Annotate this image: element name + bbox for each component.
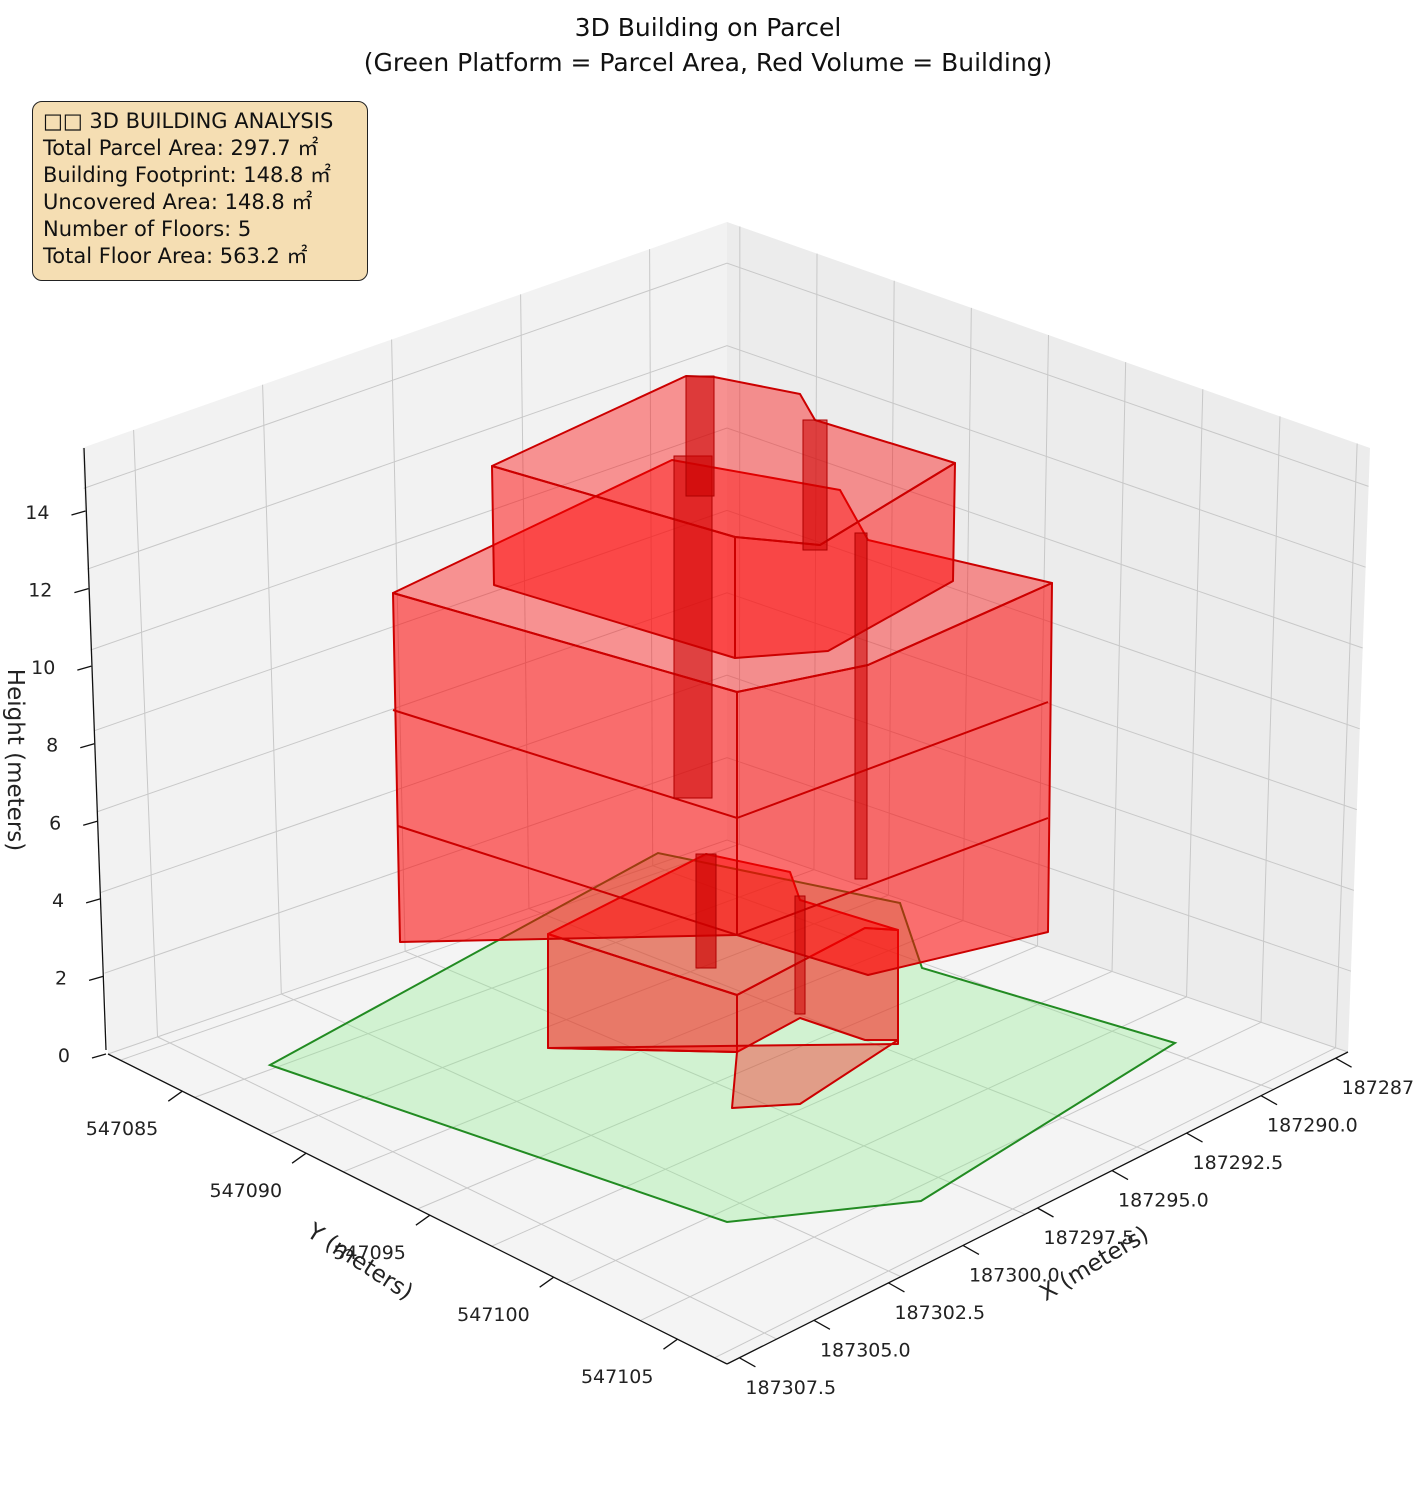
floor-division-line [392, 701, 1049, 820]
y-grid-floor-line [404, 950, 1026, 1215]
x-tick [1111, 1169, 1129, 1181]
y-grid-floor-line [281, 993, 902, 1278]
floor-division-line [397, 817, 1049, 937]
y-grid-wall-line [262, 384, 282, 995]
info-uncovered-area: Uncovered Area: 148.8 ㎡ [43, 190, 313, 214]
chart-title: 3D Building on Parcel [575, 13, 842, 42]
z-grid-line [83, 262, 1369, 489]
y-tick-label: 547100 [457, 1304, 530, 1326]
x-tick [1186, 1132, 1203, 1143]
column-strip-left [673, 455, 713, 799]
x-tick [739, 1357, 756, 1368]
analysis-info-box: □□ 3D BUILDING ANALYSIS Total Parcel Are… [32, 101, 368, 281]
floor-pane [108, 840, 1348, 1364]
z-tick [74, 587, 89, 594]
x-tick-label: 187290.0 [1267, 1115, 1358, 1137]
x-tick [1260, 1095, 1278, 1106]
y-tick-label: 547105 [581, 1366, 654, 1388]
x-tick-label: 187295.0 [1118, 1190, 1209, 1212]
y-tick-label: 547085 [86, 1118, 159, 1140]
x-tick-label: 187305.0 [820, 1339, 911, 1361]
x-tick [962, 1244, 980, 1256]
y-tick [167, 1090, 183, 1102]
y-tick-label: 547095 [333, 1242, 406, 1264]
z-tick [91, 1053, 107, 1059]
axis-lines: 187287.5 187290.0 187292.5 187295.0 187297.5… [25, 447, 1416, 1399]
y-grid-wall-line [133, 429, 159, 1037]
x-grid-floor-line [565, 996, 1187, 1284]
column-strip-top [685, 375, 715, 497]
info-heading: □□ 3D BUILDING ANALYSIS [43, 109, 334, 133]
z-tick [80, 743, 95, 749]
y-axis-line [107, 1053, 728, 1365]
y-grid-floor-line [157, 1036, 777, 1340]
z-tick-label: 6 [49, 812, 61, 834]
info-total-parcel-area: Total Parcel Area: 297.7 ㎡ [43, 136, 319, 160]
info-building-footprint: Building Footprint: 148.8 ㎡ [43, 163, 332, 187]
y-tick [291, 1152, 307, 1164]
x-tick-label: 187297.5 [1044, 1227, 1135, 1249]
column-strip-bottom [695, 853, 717, 969]
z-grid-line [100, 674, 1355, 893]
z-grid-line [90, 427, 1363, 651]
z-tick [88, 975, 104, 982]
y-tick [415, 1214, 431, 1226]
x-tick [1335, 1057, 1352, 1068]
z-tick-label: 4 [52, 890, 64, 912]
z-tick-label: 14 [25, 502, 49, 524]
x-tick-label: 187287.5 [1342, 1077, 1416, 1099]
z-tick-label: 8 [46, 735, 58, 757]
info-number-of-floors: Number of Floors: 5 [43, 217, 252, 241]
y-tick [663, 1338, 678, 1350]
y-tick [539, 1276, 555, 1288]
floor-1-base-face [547, 1039, 899, 1109]
column-strip-notch [802, 419, 828, 551]
x-tick-label: 187307.5 [745, 1377, 836, 1399]
z-grid-line [87, 345, 1366, 570]
z-tick-label: 0 [58, 1045, 70, 1067]
x-tick-label: 187292.5 [1193, 1152, 1284, 1174]
z-grid-line [93, 509, 1360, 732]
info-total-floor-area: Total Floor Area: 563.2 ㎡ [43, 244, 308, 268]
z-tick-label: 12 [28, 580, 52, 602]
x-tick [813, 1319, 831, 1330]
x-tick-label: 187302.5 [894, 1302, 985, 1324]
x-grid-floor-line [714, 1047, 1336, 1359]
z-tick [83, 820, 98, 826]
x-grid-wall-line [1186, 389, 1204, 997]
z-tick [85, 898, 101, 904]
x-grid-floor-line [417, 945, 1038, 1210]
z-tick-label: 2 [55, 967, 67, 989]
x-grid-floor-line [491, 970, 1113, 1247]
building-volume [392, 375, 1053, 1109]
z-tick [71, 510, 86, 516]
x-tick-label: 187300.0 [969, 1264, 1060, 1286]
x-tick [1037, 1207, 1054, 1218]
column-strip-ground-notch [794, 895, 806, 1015]
x-grid-floor-line [640, 1021, 1262, 1322]
x-grid-wall-line [1260, 416, 1281, 1023]
z-axis-line [83, 447, 107, 1051]
z-axis-label: Height (meters) [2, 669, 28, 851]
chart-subtitle: (Green Platform = Parcel Area, Red Volum… [364, 48, 1053, 77]
x-grid-wall-line [1335, 443, 1358, 1048]
column-strip-right [854, 532, 868, 880]
y-tick-label: 547090 [210, 1180, 283, 1202]
x-grid-wall-line [1111, 362, 1127, 972]
z-tick [77, 665, 92, 671]
z-tick-label: 10 [31, 657, 55, 679]
x-tick [888, 1282, 905, 1293]
